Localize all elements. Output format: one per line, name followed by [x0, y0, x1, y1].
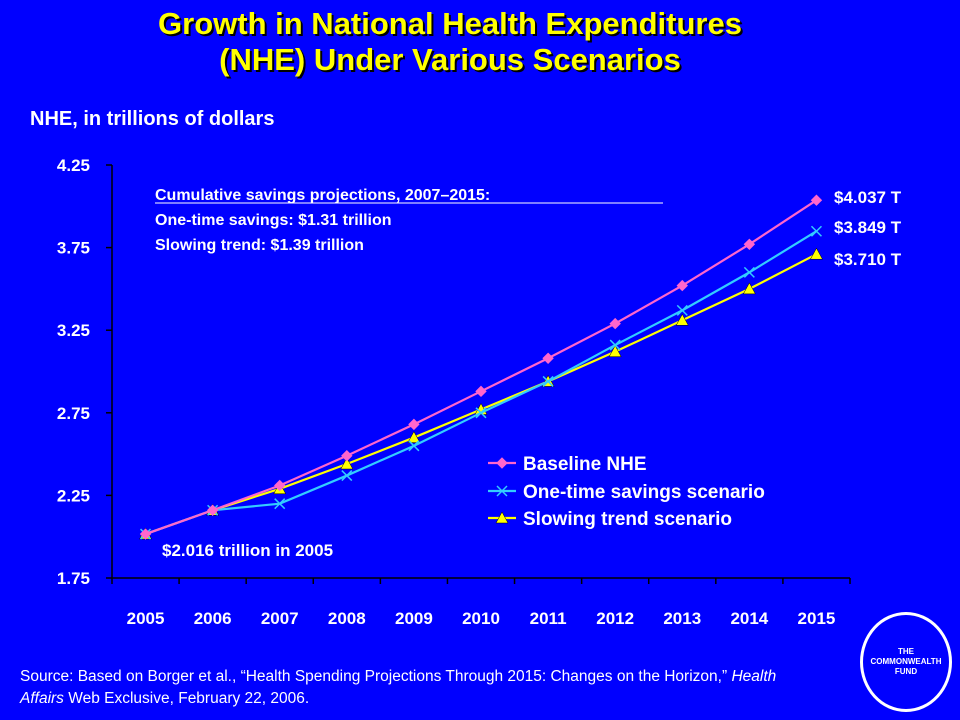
data-point: [743, 238, 756, 251]
data-point: [341, 450, 353, 462]
x-tick-label: 2013: [663, 609, 701, 628]
data-point: [340, 457, 354, 470]
x-tick-label: 2010: [462, 609, 500, 628]
x-tick-label: 2005: [127, 609, 165, 628]
logo-line-3: FUND: [894, 667, 918, 676]
data-point: [408, 440, 420, 452]
logo-line-2: COMMONWEALTH: [870, 657, 942, 666]
savings-box-line-1: One-time savings: $1.31 trillion: [155, 212, 392, 229]
data-point: [407, 431, 421, 443]
x-tick-label: 2008: [328, 609, 366, 628]
data-point: [675, 313, 689, 326]
y-axis-label: NHE, in trillions of dollars: [30, 108, 275, 130]
data-point: [475, 407, 487, 419]
page-title: Growth in National Health Expenditures (…: [0, 6, 900, 78]
x-tick-label: 2011: [530, 609, 567, 628]
legend-marker: [495, 511, 509, 524]
y-tick-label: 3.75: [57, 239, 90, 258]
data-point: [742, 282, 756, 295]
legend-label: Baseline NHE: [523, 454, 647, 475]
legend-marker: [496, 457, 508, 469]
data-point: [542, 375, 554, 387]
data-point: [542, 352, 554, 364]
y-tick-label: 3.25: [57, 321, 90, 340]
data-point: [810, 247, 823, 260]
data-point: [139, 528, 152, 540]
commonwealth-fund-logo: THE COMMONWEALTH FUND: [860, 612, 952, 712]
data-point: [206, 504, 219, 516]
legend-marker: [496, 485, 508, 497]
x-tick-label: 2015: [798, 609, 836, 628]
data-point: [810, 194, 823, 206]
title-line-2: (NHE) Under Various Scenarios: [219, 42, 681, 77]
data-point: [810, 225, 822, 237]
legend-label: One-time savings scenario: [523, 482, 765, 503]
y-tick-label: 4.25: [57, 156, 90, 175]
legend-label: Slowing trend scenario: [523, 509, 732, 530]
data-point: [274, 479, 286, 492]
source-suffix: Web Exclusive, February 22, 2006.: [63, 690, 310, 707]
data-point: [274, 498, 286, 510]
data-point: [608, 345, 622, 357]
title-line-1: Growth in National Health Expenditures: [158, 6, 742, 41]
source-prefix: Source: Based on Borger et al., “Health …: [20, 668, 732, 685]
y-tick-label: 2.25: [57, 486, 90, 505]
end-value-label: $3.849 T: [834, 218, 902, 237]
data-point: [676, 304, 688, 316]
data-point: [743, 266, 755, 278]
data-point: [609, 339, 621, 351]
source-note: Source: Based on Borger et al., “Health …: [20, 666, 820, 710]
data-point: [408, 418, 420, 431]
end-value-label: $3.710 T: [834, 250, 902, 269]
savings-box-line-2: Slowing trend: $1.39 trillion: [155, 237, 364, 254]
data-point: [676, 279, 688, 292]
end-value-label: $4.037 T: [834, 188, 902, 207]
logo-line-1: THE: [898, 647, 914, 656]
y-tick-label: 1.75: [57, 569, 90, 588]
x-tick-label: 2009: [395, 609, 433, 628]
x-tick-label: 2014: [730, 609, 768, 628]
x-tick-label: 2012: [596, 609, 634, 628]
data-point: [341, 470, 353, 482]
savings-box-heading: Cumulative savings projections, 2007–201…: [155, 187, 490, 204]
x-tick-label: 2006: [194, 609, 232, 628]
data-point: [475, 385, 487, 398]
data-point: [609, 317, 621, 330]
x-tick-label: 2007: [261, 609, 299, 628]
source-journal: Health Affairs: [20, 668, 777, 707]
y-tick-label: 2.75: [57, 404, 90, 423]
start-value-label: $2.016 trillion in 2005: [162, 541, 333, 560]
